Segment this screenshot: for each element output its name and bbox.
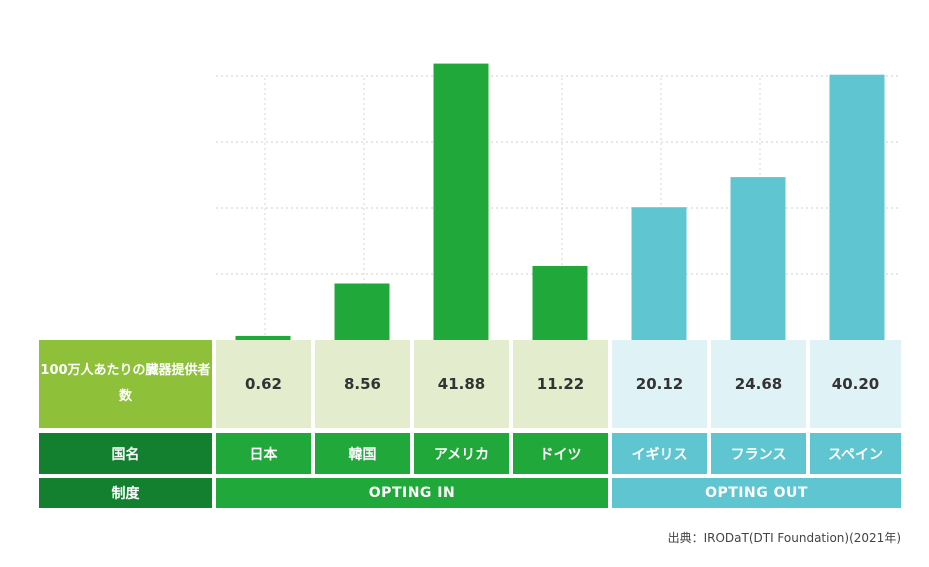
bars bbox=[235, 63, 885, 341]
value-row-header: 100万人あたりの臓器提供者数 bbox=[39, 340, 212, 428]
value-cell-spain: 40.20 bbox=[810, 340, 901, 428]
country-cell-usa: アメリカ bbox=[414, 433, 509, 474]
system-cell-opting-out: OPTING OUT bbox=[612, 478, 901, 508]
country-row-header: 国名 bbox=[39, 433, 212, 474]
value-cell-korea: 8.56 bbox=[315, 340, 410, 428]
bar-6 bbox=[730, 177, 786, 340]
country-cell-korea: 韓国 bbox=[315, 433, 410, 474]
bar-5 bbox=[631, 207, 687, 340]
value-cell-france: 24.68 bbox=[711, 340, 806, 428]
bar-4 bbox=[532, 265, 588, 340]
system-row-header: 制度 bbox=[39, 478, 212, 508]
bar-2 bbox=[334, 283, 390, 340]
country-cell-germany: ドイツ bbox=[513, 433, 608, 474]
value-cell-germany: 11.22 bbox=[513, 340, 608, 428]
value-cell-uk: 20.12 bbox=[612, 340, 707, 428]
country-cell-japan: 日本 bbox=[216, 433, 311, 474]
country-cell-spain: スペイン bbox=[810, 433, 901, 474]
bar-7 bbox=[829, 74, 885, 341]
country-cell-uk: イギリス bbox=[612, 433, 707, 474]
value-cell-usa: 41.88 bbox=[414, 340, 509, 428]
system-cell-opting-in: OPTING IN bbox=[216, 478, 608, 508]
source-note: 出典：IRODaT(DTI Foundation)(2021年) bbox=[667, 531, 901, 545]
country-cell-france: フランス bbox=[711, 433, 806, 474]
bar-3 bbox=[433, 63, 489, 340]
bar-1 bbox=[235, 335, 291, 340]
value-cell-japan: 0.62 bbox=[216, 340, 311, 428]
